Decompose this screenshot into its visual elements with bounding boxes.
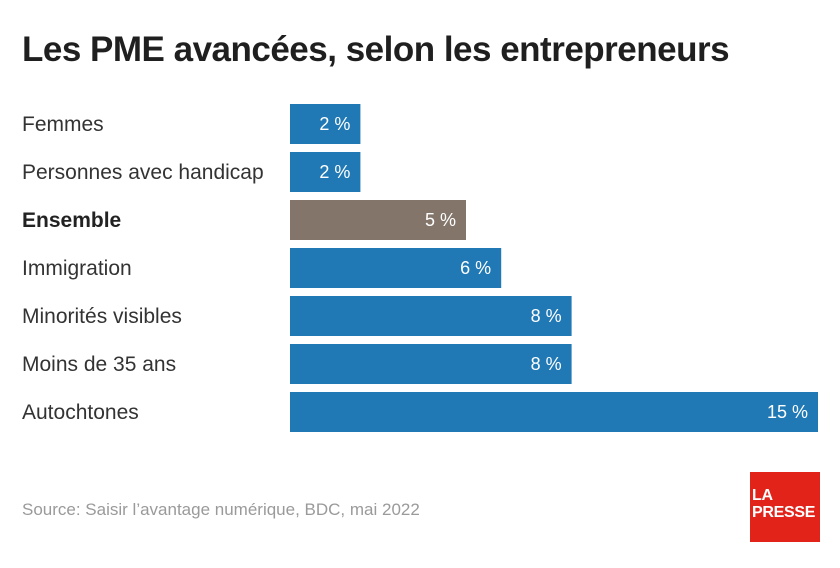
category-label: Ensemble [22,209,121,232]
category-label: Femmes [22,113,104,136]
chart-title: Les PME avancées, selon les entrepreneur… [22,30,730,69]
logo-line-1: LA [752,487,773,504]
la-presse-logo: LA PRESSE [750,472,820,542]
bar [290,344,572,384]
logo-line-2: PRESSE [752,504,816,521]
category-label: Moins de 35 ans [22,353,176,376]
bar-value-label: 15 % [767,402,808,422]
category-label: Personnes avec handicap [22,161,264,184]
category-label: Autochtones [22,401,139,424]
bar [290,296,572,336]
bar [290,392,818,432]
bar-value-label: 8 % [531,306,562,326]
bar [290,200,466,240]
bar [290,248,502,288]
bar [290,104,361,144]
bar [290,152,361,192]
source-note: Source: Saisir l’avantage numérique, BDC… [22,500,420,519]
category-label: Minorités visibles [22,305,182,328]
bar-chart: Femmes 2 % Personnes avec handicap 2 % Ensem… [22,104,818,432]
bar-value-label: 2 % [319,162,350,182]
bar-value-label: 5 % [425,210,456,230]
category-label: Immigration [22,257,132,280]
bar-value-label: 2 % [319,114,350,134]
bar-value-label: 6 % [460,258,491,278]
bar-value-label: 8 % [531,354,562,374]
